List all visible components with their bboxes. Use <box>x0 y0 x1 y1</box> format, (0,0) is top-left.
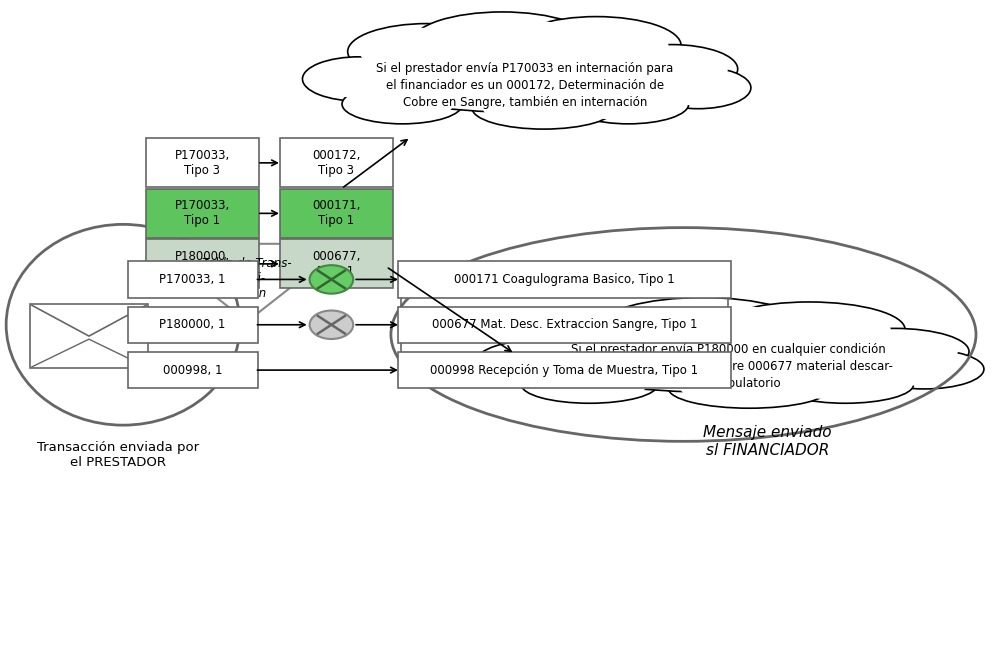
Text: 000998, 1: 000998, 1 <box>163 363 222 377</box>
Ellipse shape <box>348 24 506 79</box>
Ellipse shape <box>472 87 615 129</box>
Ellipse shape <box>541 312 693 358</box>
Text: P180000, 1: P180000, 1 <box>159 318 226 331</box>
Ellipse shape <box>532 369 647 400</box>
Ellipse shape <box>360 28 494 75</box>
Text: Si el prestador envía P180000 en cualquier condición
para el financiador es siem: Si el prestador envía P180000 en cualqui… <box>564 343 893 390</box>
Ellipse shape <box>865 349 984 389</box>
Ellipse shape <box>831 332 958 371</box>
FancyBboxPatch shape <box>128 261 258 298</box>
Ellipse shape <box>568 84 689 124</box>
Ellipse shape <box>476 340 604 382</box>
Text: 000998 Recepción y Toma de Muestra, Tipo 1: 000998 Recepción y Toma de Muestra, Tipo… <box>430 363 699 377</box>
FancyBboxPatch shape <box>128 352 258 388</box>
Text: Tabla de Trans-
codifi-
cación: Tabla de Trans- codifi- cación <box>202 256 292 300</box>
Ellipse shape <box>600 298 805 355</box>
FancyBboxPatch shape <box>398 261 731 298</box>
Text: P170033,
Tipo 1: P170033, Tipo 1 <box>175 199 230 228</box>
Ellipse shape <box>351 87 454 121</box>
Ellipse shape <box>302 57 416 101</box>
FancyBboxPatch shape <box>398 306 731 343</box>
Text: P170033, 1: P170033, 1 <box>159 273 226 286</box>
Text: Si el prestador envía P170033 en internación para
el financiador es un 000172, D: Si el prestador envía P170033 en interna… <box>376 62 673 109</box>
Ellipse shape <box>681 371 818 405</box>
Text: 000171,
Tipo 1: 000171, Tipo 1 <box>312 199 361 228</box>
Ellipse shape <box>616 49 728 90</box>
FancyBboxPatch shape <box>280 239 393 289</box>
Ellipse shape <box>412 12 593 73</box>
Ellipse shape <box>486 343 595 379</box>
FancyBboxPatch shape <box>146 239 259 289</box>
FancyBboxPatch shape <box>398 352 731 388</box>
Ellipse shape <box>311 60 407 98</box>
Ellipse shape <box>777 366 914 403</box>
FancyBboxPatch shape <box>128 306 258 343</box>
Text: 000677,
Tipo 1: 000677, Tipo 1 <box>312 250 361 278</box>
FancyBboxPatch shape <box>146 189 259 238</box>
Ellipse shape <box>528 308 707 361</box>
Text: P170033,
Tipo 3: P170033, Tipo 3 <box>175 149 230 177</box>
Ellipse shape <box>728 306 891 353</box>
Text: Mensaje enviado
sl FINANCIADOR: Mensaje enviado sl FINANCIADOR <box>703 425 832 457</box>
Circle shape <box>310 310 353 339</box>
Ellipse shape <box>820 329 969 375</box>
Ellipse shape <box>645 67 751 109</box>
FancyBboxPatch shape <box>146 138 259 188</box>
Ellipse shape <box>512 16 681 75</box>
Ellipse shape <box>713 302 905 357</box>
Text: 000172,
Tipo 3: 000172, Tipo 3 <box>312 149 361 177</box>
Ellipse shape <box>577 87 680 121</box>
Ellipse shape <box>483 91 604 126</box>
Ellipse shape <box>552 337 904 390</box>
Text: 000677 Mat. Desc. Extraccion Sangre, Tipo 1: 000677 Mat. Desc. Extraccion Sangre, Tip… <box>432 318 697 331</box>
Circle shape <box>310 265 353 294</box>
FancyBboxPatch shape <box>30 304 148 368</box>
Ellipse shape <box>524 21 668 71</box>
Text: Transacción enviada por
el PRESTADOR: Transacción enviada por el PRESTADOR <box>37 441 199 469</box>
FancyBboxPatch shape <box>280 138 393 188</box>
Ellipse shape <box>616 302 789 350</box>
Ellipse shape <box>342 84 463 124</box>
Text: 000171 Coagulograma Basico, Tipo 1: 000171 Coagulograma Basico, Tipo 1 <box>454 273 675 286</box>
Ellipse shape <box>369 54 680 110</box>
Ellipse shape <box>668 369 830 408</box>
FancyBboxPatch shape <box>280 189 393 238</box>
Text: P180000,
Tipo 0: P180000, Tipo 0 <box>175 250 230 278</box>
Ellipse shape <box>547 335 909 392</box>
Ellipse shape <box>606 45 738 94</box>
Ellipse shape <box>653 70 743 106</box>
Ellipse shape <box>873 352 975 386</box>
Ellipse shape <box>521 366 658 403</box>
Ellipse shape <box>365 51 685 112</box>
Ellipse shape <box>425 16 579 68</box>
Ellipse shape <box>787 369 903 400</box>
